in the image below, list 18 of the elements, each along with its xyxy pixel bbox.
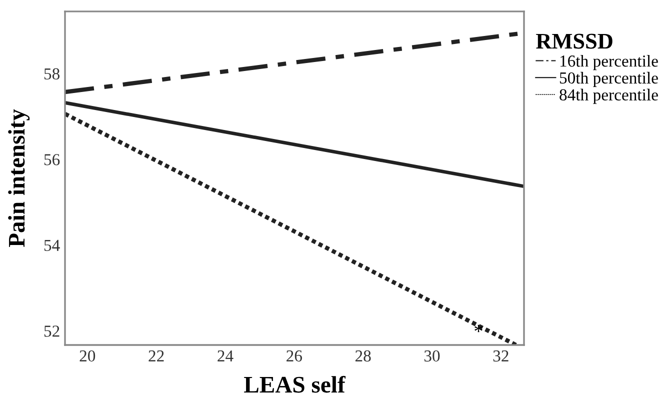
x-tick-label: 24: [218, 350, 234, 362]
legend-title: RMSSD: [536, 34, 612, 49]
x-axis-title: LEAS self: [244, 376, 346, 393]
x-tick-label: 22: [148, 350, 164, 362]
x-tick-label: 20: [80, 350, 96, 362]
legend-label: 50th percentile: [560, 72, 658, 87]
y-tick-label: 56: [44, 154, 60, 166]
legend-label: 16th percentile: [560, 54, 658, 70]
y-tick-label: 52: [44, 326, 60, 337]
y-tick-label: 58: [44, 68, 60, 80]
x-tick-label: 26: [286, 350, 302, 362]
x-tick-label: 30: [424, 350, 440, 362]
x-tick-label: 28: [355, 350, 371, 362]
legend-label: 84th percentile: [560, 88, 658, 104]
annotation: *: [474, 324, 482, 332]
x-tick-label: 32: [493, 350, 508, 362]
y-tick-label: 54: [44, 240, 60, 252]
y-axis-title: Pain intensity: [8, 109, 30, 247]
